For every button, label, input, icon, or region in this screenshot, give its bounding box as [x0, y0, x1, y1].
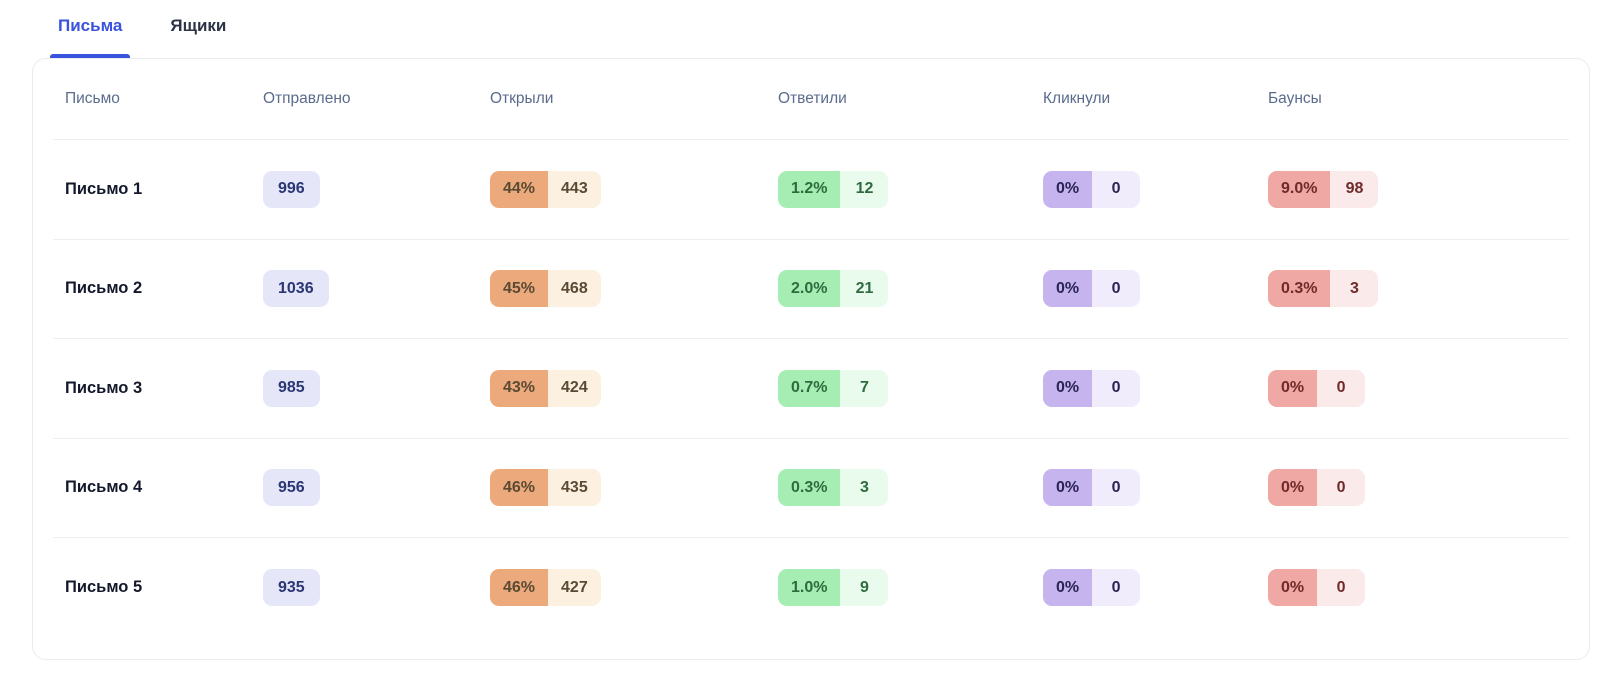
- bounces-badge: 0% 0: [1268, 569, 1366, 607]
- replied-badge: 2.0% 21: [778, 270, 889, 308]
- letter-name: Письмо 2: [65, 279, 143, 298]
- table-row: Письмо 5 935 46% 427 1.0% 9 0% 0 0% 0: [53, 538, 1569, 638]
- letters-stats-card: Письмо Отправлено Открыли Ответили Кликн…: [32, 58, 1590, 660]
- column-header-opened: Открыли: [490, 90, 554, 107]
- table-row: Письмо 3 985 43% 424 0.7% 7 0% 0 0% 0: [53, 339, 1569, 439]
- replied-count: 12: [840, 170, 889, 208]
- clicked-badge: 0% 0: [1043, 569, 1141, 607]
- bounces-count: 0: [1317, 469, 1366, 507]
- tab-letters[interactable]: Письма: [50, 2, 131, 58]
- letter-name: Письмо 5: [65, 578, 143, 597]
- replied-badge: 0.3% 3: [778, 469, 889, 507]
- letter-name: Письмо 3: [65, 378, 143, 397]
- clicked-count: 0: [1092, 569, 1141, 607]
- tab-mailboxes[interactable]: Ящики: [162, 2, 234, 58]
- clicked-count: 0: [1092, 170, 1141, 208]
- letters-table: Письмо Отправлено Открыли Ответили Кликн…: [53, 59, 1569, 638]
- opened-percent: 43%: [490, 369, 549, 407]
- table-header-row: Письмо Отправлено Открыли Ответили Кликн…: [53, 59, 1569, 140]
- clicked-percent: 0%: [1043, 270, 1093, 308]
- opened-percent: 44%: [490, 170, 549, 208]
- opened-count: 468: [548, 270, 601, 308]
- replied-percent: 0.7%: [778, 369, 841, 407]
- bounces-count: 98: [1330, 170, 1379, 208]
- sent-badge: 996: [263, 170, 320, 208]
- clicked-count: 0: [1092, 369, 1141, 407]
- replied-percent: 1.2%: [778, 170, 841, 208]
- clicked-badge: 0% 0: [1043, 270, 1141, 308]
- opened-percent: 46%: [490, 569, 549, 607]
- opened-badge: 45% 468: [490, 270, 601, 308]
- bounces-badge: 9.0% 98: [1268, 170, 1379, 208]
- letter-name: Письмо 1: [65, 179, 143, 198]
- sent-badge: 935: [263, 569, 320, 607]
- opened-badge: 46% 427: [490, 569, 601, 607]
- bounces-percent: 9.0%: [1268, 170, 1331, 208]
- opened-percent: 45%: [490, 270, 549, 308]
- letter-name: Письмо 4: [65, 478, 143, 497]
- opened-count: 424: [548, 369, 601, 407]
- opened-count: 427: [548, 569, 601, 607]
- replied-count: 21: [840, 270, 889, 308]
- replied-badge: 1.2% 12: [778, 170, 889, 208]
- replied-count: 3: [840, 469, 889, 507]
- table-row: Письмо 1 996 44% 443 1.2% 12 0% 0 9.0% 98: [53, 140, 1569, 240]
- replied-count: 7: [840, 369, 889, 407]
- sent-badge: 1036: [263, 270, 329, 308]
- clicked-badge: 0% 0: [1043, 369, 1141, 407]
- replied-badge: 1.0% 9: [778, 569, 889, 607]
- opened-count: 443: [548, 170, 601, 208]
- replied-badge: 0.7% 7: [778, 369, 889, 407]
- clicked-percent: 0%: [1043, 170, 1093, 208]
- replied-percent: 0.3%: [778, 469, 841, 507]
- bounces-badge: 0% 0: [1268, 369, 1366, 407]
- bounces-percent: 0%: [1268, 369, 1318, 407]
- clicked-percent: 0%: [1043, 569, 1093, 607]
- opened-count: 435: [548, 469, 601, 507]
- table-row: Письмо 4 956 46% 435 0.3% 3 0% 0 0% 0: [53, 439, 1569, 538]
- clicked-percent: 0%: [1043, 369, 1093, 407]
- bounces-badge: 0.3% 3: [1268, 270, 1379, 308]
- bounces-badge: 0% 0: [1268, 469, 1366, 507]
- bounces-count: 3: [1330, 270, 1379, 308]
- clicked-count: 0: [1092, 469, 1141, 507]
- tabs-bar: Письма Ящики: [0, 0, 1600, 58]
- clicked-percent: 0%: [1043, 469, 1093, 507]
- column-header-bounces: Баунсы: [1268, 90, 1322, 107]
- column-header-clicked: Кликнули: [1043, 90, 1111, 107]
- opened-badge: 46% 435: [490, 469, 601, 507]
- column-header-sent: Отправлено: [263, 90, 351, 107]
- tab-mailboxes-label: Ящики: [170, 16, 227, 35]
- column-header-replied: Ответили: [778, 90, 847, 107]
- bounces-percent: 0.3%: [1268, 270, 1331, 308]
- tab-letters-label: Письма: [58, 16, 123, 35]
- opened-percent: 46%: [490, 469, 549, 507]
- clicked-badge: 0% 0: [1043, 469, 1141, 507]
- bounces-count: 0: [1317, 569, 1366, 607]
- clicked-count: 0: [1092, 270, 1141, 308]
- opened-badge: 43% 424: [490, 369, 601, 407]
- clicked-badge: 0% 0: [1043, 170, 1141, 208]
- replied-count: 9: [840, 569, 889, 607]
- opened-badge: 44% 443: [490, 170, 601, 208]
- replied-percent: 2.0%: [778, 270, 841, 308]
- replied-percent: 1.0%: [778, 569, 841, 607]
- bounces-percent: 0%: [1268, 569, 1318, 607]
- bounces-count: 0: [1317, 369, 1366, 407]
- column-header-letter: Письмо: [65, 90, 120, 107]
- table-row: Письмо 2 1036 45% 468 2.0% 21 0% 0 0.3% 3: [53, 240, 1569, 339]
- sent-badge: 985: [263, 369, 320, 407]
- sent-badge: 956: [263, 469, 320, 507]
- bounces-percent: 0%: [1268, 469, 1318, 507]
